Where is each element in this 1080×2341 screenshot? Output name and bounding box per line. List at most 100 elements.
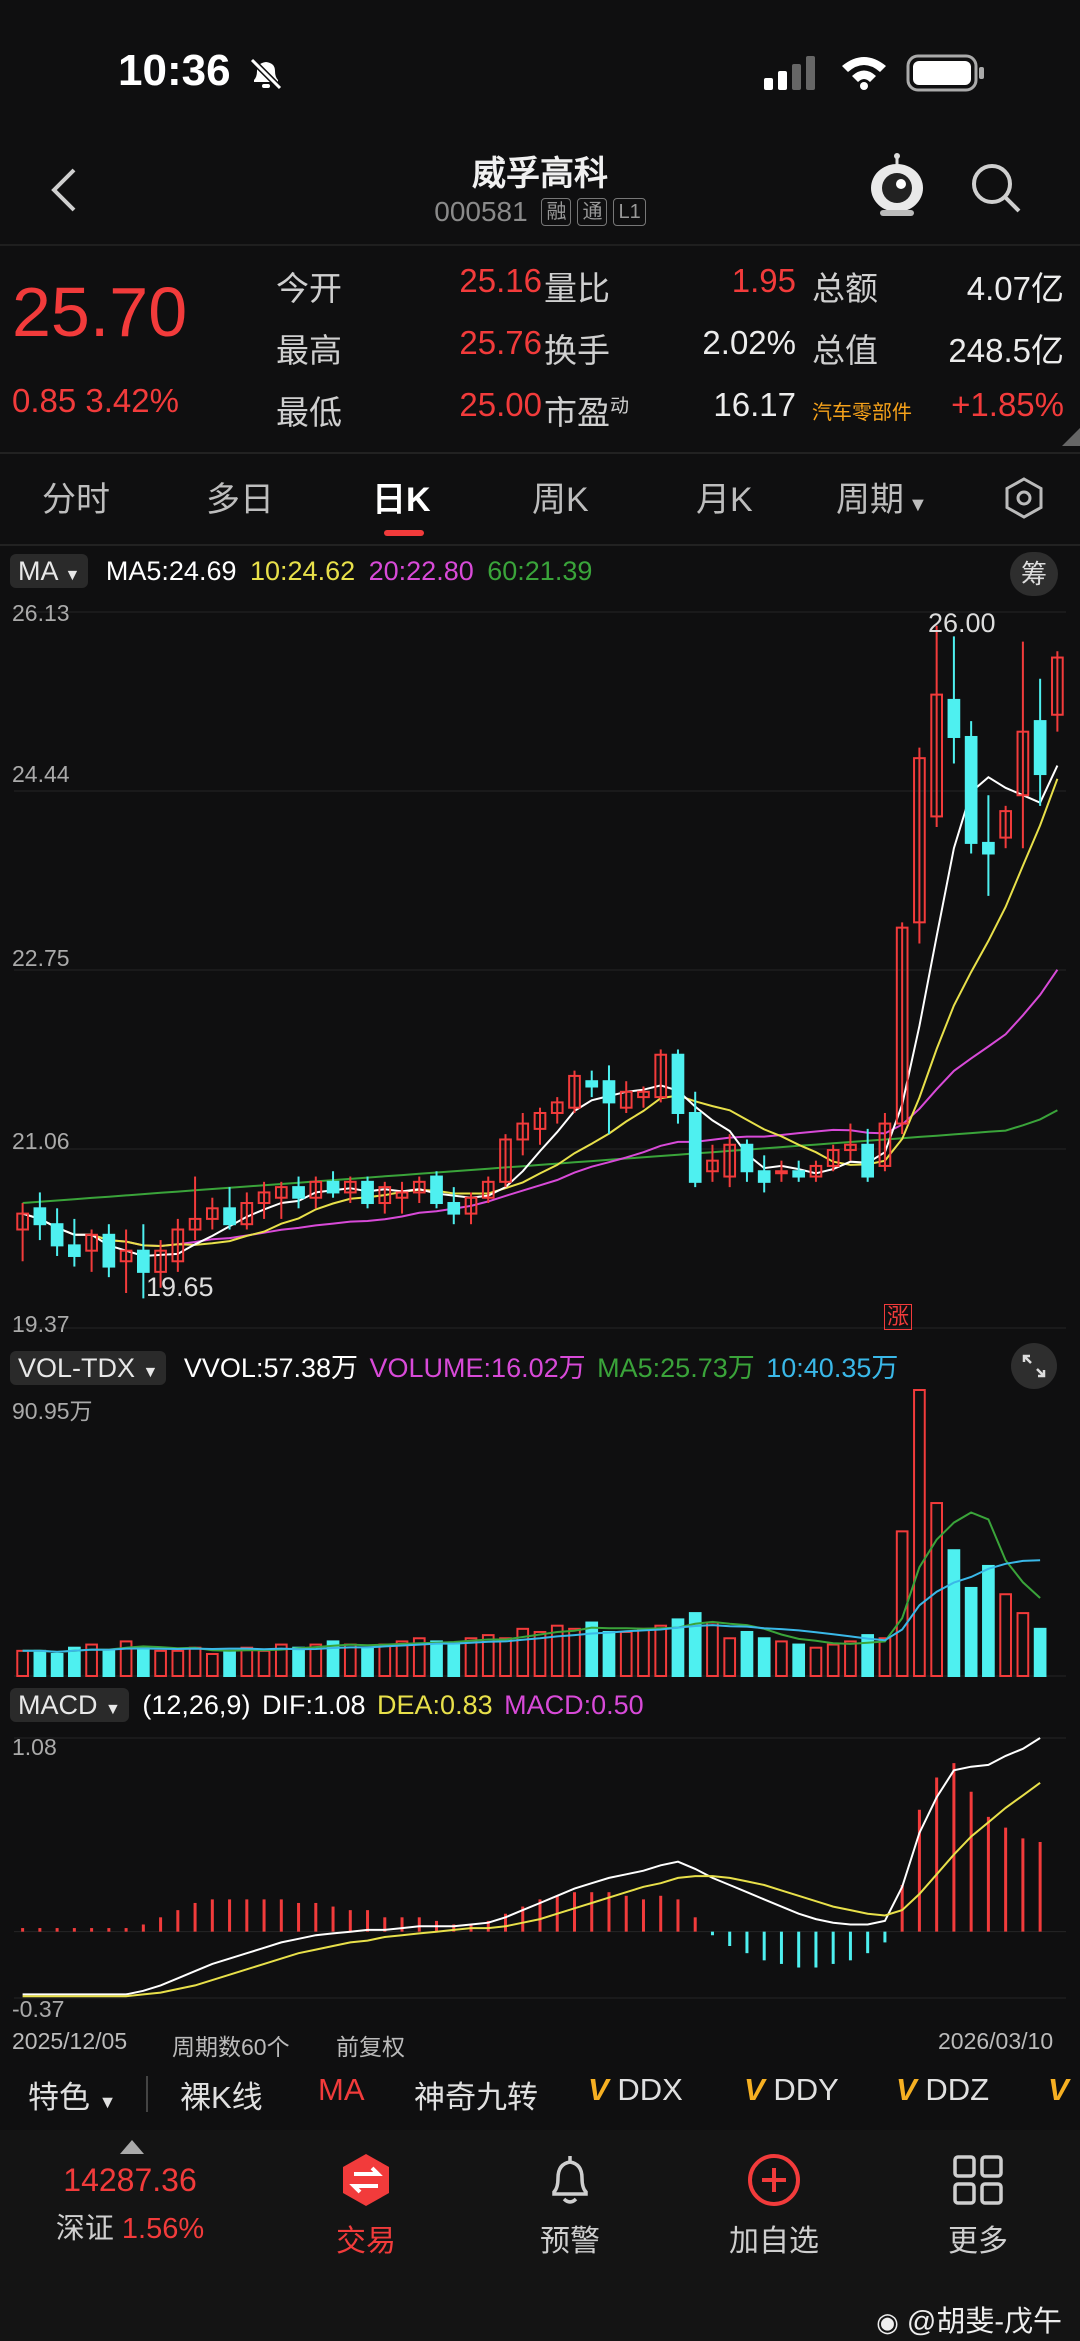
vvol-value: VVOL:57.38万 <box>183 1353 359 1383</box>
quote-label-turnover-amount: 总额 <box>812 270 878 307</box>
candle-body <box>68 1244 81 1257</box>
volume-bar <box>637 1627 650 1677</box>
dea-value: DEA:0.83 <box>377 1690 493 1720</box>
bottom-nav <box>0 2130 1080 2341</box>
chip-distribution-button[interactable]: 筹 <box>1010 552 1058 596</box>
macd-indicator-bar: MACD ▼ (12,26,9) DIF:1.08 DEA:0.83 MACD:… <box>10 1688 644 1722</box>
price-axis-max: 26.13 <box>12 600 70 626</box>
wifi-icon <box>842 57 886 90</box>
settings-hexagon-icon[interactable] <box>1002 476 1046 520</box>
candle-body <box>723 1143 737 1178</box>
candle-body <box>274 1186 288 1199</box>
volume-bar <box>464 1637 478 1678</box>
nav-trade[interactable]: 交易 <box>286 2152 446 2302</box>
toolbar-divider <box>146 2076 148 2112</box>
quote-value-open: 25.16 <box>459 262 542 299</box>
tab-multi-day[interactable]: 多日 <box>206 481 274 519</box>
back-button[interactable] <box>40 160 90 220</box>
vol-selector[interactable]: VOL-TDX ▼ <box>10 1351 167 1385</box>
tab-period[interactable]: 周期 ▼ <box>836 481 928 519</box>
index-percent: 1.56% <box>121 2213 205 2245</box>
toolbar-ma[interactable]: MA <box>318 2072 365 2107</box>
candle-body <box>792 1170 806 1178</box>
candle-body <box>671 1053 685 1114</box>
price-chart[interactable] <box>0 600 1080 2030</box>
candle-body <box>119 1249 133 1263</box>
status-time: 10:36 <box>118 46 231 95</box>
candle-body <box>895 926 909 1125</box>
corner-marker-icon <box>1062 428 1080 446</box>
quote-label-low: 最低 <box>276 394 342 431</box>
quote-label-open: 今开 <box>276 270 342 307</box>
toolbar-naked-k[interactable]: 裸K线 <box>180 2080 263 2115</box>
candle-body <box>412 1180 426 1194</box>
dropdown-caret-icon: ▼ <box>98 2092 117 2112</box>
fullscreen-icon[interactable] <box>1010 1342 1058 1390</box>
candle-body <box>999 810 1012 839</box>
dea-line <box>22 1781 1041 1998</box>
volume-bar <box>343 1643 357 1678</box>
nav-add-watchlist[interactable]: 加自选 <box>694 2152 854 2302</box>
toolbar-ddz[interactable]: V DDZ <box>896 2072 990 2107</box>
volume-bar <box>119 1640 133 1677</box>
limit-up-marker: 涨 <box>884 1304 913 1330</box>
volume-bar <box>585 1621 599 1677</box>
change-percent: 3.42% <box>85 382 179 419</box>
volume-bar <box>878 1637 892 1678</box>
high-price-annotation: 26.00 <box>928 608 996 638</box>
price-axis-tick: 22.75 <box>12 945 70 971</box>
candle-body <box>654 1053 668 1099</box>
volume-bar <box>688 1612 702 1677</box>
bell-muted-icon <box>249 57 283 91</box>
nav-more[interactable]: 更多 <box>898 2152 1058 2302</box>
toolbar-ddy[interactable]: V DDY <box>744 2072 839 2107</box>
nav-trade-label: 交易 <box>336 2225 396 2258</box>
nav-alert[interactable]: 预警 <box>490 2152 650 2302</box>
tab-week-k[interactable]: 周K <box>532 481 589 519</box>
search-icon[interactable] <box>968 160 1024 216</box>
ma-selector[interactable]: MA ▼ <box>10 554 89 588</box>
toolbar-ddx[interactable]: V DDX <box>588 2072 683 2107</box>
quote-value-low: 25.00 <box>459 386 542 423</box>
tab-intraday[interactable]: 分时 <box>42 481 110 519</box>
sector-link[interactable]: 汽车零部件 <box>812 402 912 424</box>
robot-assistant-icon[interactable] <box>866 152 928 218</box>
candle-body <box>585 1080 599 1088</box>
candle-body <box>619 1090 633 1109</box>
toolbar-more-v[interactable]: V <box>1048 2072 1069 2108</box>
quote-value-volume-ratio: 1.95 <box>731 262 796 299</box>
candle-body <box>50 1223 64 1247</box>
tab-divider <box>0 544 1080 546</box>
volume-bar <box>654 1624 668 1678</box>
quote-value-turnover-rate: 2.02% <box>702 324 796 361</box>
candle-body <box>136 1249 150 1273</box>
macd-axis-min: -0.37 <box>12 1996 65 2022</box>
v-badge-icon: V <box>588 2072 609 2107</box>
macd-selector[interactable]: MACD ▼ <box>10 1688 129 1722</box>
tab-active-indicator <box>384 530 424 536</box>
tag-connect: 通 <box>577 198 608 226</box>
volume-bar <box>913 1389 926 1677</box>
adjust-mode: 前复权 <box>336 2034 405 2060</box>
vol-indicator-bar: VOL-TDX ▼ VVOL:57.38万 VOLUME:16.02万 MA5:… <box>10 1346 898 1385</box>
start-date: 2025/12/05 <box>12 2028 128 2054</box>
index-widget[interactable]: 14287.36 深证 1.56% <box>40 2162 220 2247</box>
candle-body <box>378 1186 392 1205</box>
volume-bar <box>533 1630 547 1678</box>
volume-bar <box>568 1627 581 1677</box>
toolbar-special[interactable]: 特色 ▼ <box>28 2080 117 2115</box>
volume-bar <box>516 1627 530 1677</box>
candle-body <box>326 1180 340 1194</box>
stock-code: 000581 <box>434 196 528 227</box>
index-expand-icon[interactable] <box>120 2140 144 2154</box>
volume-bar <box>154 1649 167 1677</box>
tab-month-k[interactable]: 月K <box>696 481 753 519</box>
header-divider <box>0 244 1080 246</box>
candle-body <box>292 1186 305 1199</box>
volume-ma5-line <box>22 1511 1041 1653</box>
volume-bar <box>412 1637 426 1678</box>
volume-bar <box>982 1564 995 1677</box>
tab-day-k[interactable]: 日K <box>372 481 431 519</box>
volume-bar <box>947 1549 961 1678</box>
toolbar-magic-nine[interactable]: 神奇九转 <box>414 2080 538 2115</box>
